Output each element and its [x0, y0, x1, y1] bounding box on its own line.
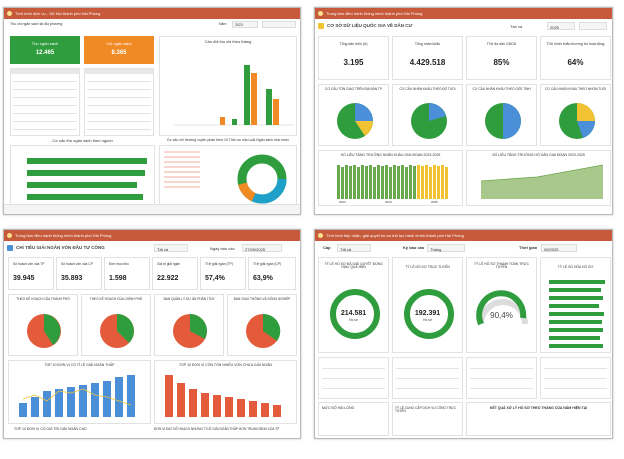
filter-select[interactable]	[262, 21, 296, 28]
period-label: Kỳ báo cáo	[403, 245, 425, 250]
year-label: Năm	[219, 22, 227, 26]
gauge-online-payment: TỶ LỆ HỒ SƠ THANH TOÁN TRỰC TUYẾN 90,4%	[466, 257, 537, 353]
filter-label: Tần xa	[510, 24, 523, 29]
kpi-plan-city: Số hoạch vốn của TP 39.945	[8, 257, 54, 290]
digitization-chart: TỶ LỆ SỐ HÓA HỒ SƠ	[540, 257, 611, 353]
header-title: Trung tâm điều hành thông minh thành phố…	[326, 11, 423, 16]
pie-project-board: BAN QUẢN LÝ DỰ ÁN PHÂN TÍCH	[154, 294, 224, 356]
kpi-revenue: Thu ngân sách 12.465	[10, 36, 80, 64]
kpi-rate-gov: Tỉ lệ giải ngân (CP) 63,9%	[248, 257, 296, 290]
date-label: Ngày báo cáo	[210, 246, 235, 251]
header-bar: Tình hình dịch vụ - Sở Nội thành phố Hải…	[4, 8, 300, 19]
gauge-online: TỶ LỆ HỒ SƠ TRỰC TUYẾN 192.391 Hồ sơ	[392, 257, 463, 353]
footer-bar	[4, 204, 300, 214]
pie-age-group: CƠ CẤU NHÂN KHẨU THEO NHÓM TUỔI	[540, 84, 611, 146]
low-rate-chart: TOP 10 ĐƠN VỊ CÓ TỈ LỆ GIẢI NGÂN THẤP	[8, 360, 151, 424]
time-select[interactable]: 09/2025	[541, 244, 577, 252]
kpi-plan-gov: Số hoạch vốn của CP 35.893	[56, 257, 102, 290]
page-title: CHỈ TIÊU GIẢI NGÂN VỐN ĐẦU TƯ CÔNG	[16, 245, 105, 250]
header-title: Tình hình dịch vụ - Sở Nội thành phố Hải…	[15, 11, 101, 16]
header-bar: Trung tâm điều hành thông minh thành phố…	[4, 230, 300, 241]
detail-list-4	[540, 357, 611, 399]
kpi-expense: Chi ngân sách 8.365	[84, 36, 154, 64]
expense-table	[84, 68, 154, 136]
page-title: CƠ SỞ DỮ LIỆU QUỐC GIA VỀ DÂN CƯ	[327, 23, 413, 28]
header-bar: Tình hình tiếp nhận, giải quyết hồ sơ th…	[315, 230, 612, 241]
chart-icon	[7, 245, 13, 251]
logo-icon	[318, 11, 323, 16]
detail-list-3	[466, 357, 537, 399]
household-growth-chart: SỐ LIỆU TĂNG TRƯỞNG HỘ DÂN GIAI ĐOẠN 202…	[466, 150, 611, 206]
kpi-resident-rate: Tỉ lệ nhân khẩu thường trú hoạt động 64%	[540, 36, 611, 80]
year-select[interactable]: 2023	[232, 21, 258, 28]
month-select[interactable]	[579, 22, 607, 30]
expense-donut	[159, 145, 297, 211]
revenue-table	[10, 68, 80, 136]
pie-gov-plan: THEO KẾ HOẠCH CỦA CHÍNH PHỦ	[81, 294, 151, 356]
pie-gender: CƠ CẤU NHÂN KHẨU THEO GIỚI TÍNH	[466, 84, 537, 146]
detail-list-2	[392, 357, 463, 399]
population-growth-chart: SỐ LIỆU TĂNG TRƯỞNG NHÂN KHẨU GIAI ĐOẠN …	[318, 150, 463, 206]
logo-icon	[7, 11, 12, 16]
pie-religion: CƠ CẤU TỔN GIAO TRÊN ĐỊA BÀN TP	[318, 84, 389, 146]
remaining-capital-chart: TOP 10 ĐƠN VỊ CÒN TỒN NHIỀU VỐN CHƯA GIẢ…	[154, 360, 297, 424]
unit-select[interactable]: Tất cả	[154, 244, 188, 252]
detail-list-1	[318, 357, 389, 399]
section-title: Cơ cấu thu ngân sách theo nguồn	[52, 138, 113, 143]
online-service-panel: TỶ LỆ CUNG CẤP DỊCH VỤ CÔNG TRỰC TUYẾN	[392, 402, 463, 436]
footer-right-title: ĐƠN VỊ ĐẠT KẾ HOẠCH NHƯNG TỈ LỆ GIẢI NGÂ…	[154, 427, 280, 431]
monthly-result-panel: KẾT QUẢ XỬ LÝ HỒ SƠ THEO THÁNG CỦA NĂM H…	[466, 402, 611, 436]
kpi-id-rate: Tỉ lệ đa dân GDDD 85%	[466, 36, 537, 80]
kpi-population: Tổng nhân khẩu 4.429.518	[392, 36, 463, 80]
dashboard-investment: Trung tâm điều hành thông minh thành phố…	[3, 229, 301, 439]
dashboard-population: Trung tâm điều hành thông minh thành phố…	[314, 7, 613, 215]
monthly-balance-chart: Cân đối thu chi theo tháng	[159, 36, 297, 136]
kpi-rate-city: Tỉ lệ giải ngân (TP) 57,4%	[200, 257, 246, 290]
kpi-target-units: Đơn mục tiêu 1.598	[104, 257, 150, 290]
footer-left-title: TOP 10 ĐƠN VỊ CÓ GIÁ TRỊ GIẢI NGÂN CAO	[14, 427, 87, 431]
kpi-households: Tổng dân hiện (A) 3.195	[318, 36, 389, 80]
logo-icon	[7, 233, 12, 238]
level-label: Cấp	[323, 245, 331, 250]
satisfaction-panel: MỨC ĐỘ HÀI LÒNG	[318, 402, 389, 436]
gauge-on-time: TỶ LỆ HỒ SƠ ĐÃ GIẢI QUYẾT ĐÚNG HẠN, QUÁ …	[318, 257, 389, 353]
revenue-source-bars	[10, 145, 155, 211]
pie-transport-board: BAN GIAO THÔNG VÀ NÔNG NGHIỆP	[227, 294, 297, 356]
date-picker[interactable]: 27/09/2025	[242, 244, 282, 252]
dashboard-admin-procedures: Tình hình tiếp nhận, giải quyết hồ sơ th…	[314, 229, 613, 439]
pie-city-plan: THEO KẾ HOẠCH CỦA THÀNH PHỐ	[8, 294, 78, 356]
level-select[interactable]: Tất cả	[337, 244, 371, 252]
dashboard-budget: Tình hình dịch vụ - Sở Nội thành phố Hải…	[3, 7, 301, 215]
header-title: Tình hình tiếp nhận, giải quyết hồ sơ th…	[326, 233, 464, 238]
header-bar: Trung tâm điều hành thông minh thành phố…	[315, 8, 612, 19]
pie-age: CƠ CẤU NHÂN KHẨU THEO ĐỘ TUỔI	[392, 84, 463, 146]
year-select[interactable]: 2025	[547, 22, 575, 30]
right-section-title: Cơ cấu chi thường xuyên phân theo 10 Tỉn…	[166, 138, 290, 142]
database-icon	[318, 23, 324, 29]
logo-icon	[318, 233, 323, 238]
time-label: Thời gian	[519, 245, 538, 250]
period-select[interactable]: Tháng	[427, 244, 465, 252]
header-title: Trung tâm điều hành thông minh thành phố…	[15, 233, 112, 238]
page-title: Thu chi ngân sách tại địa phương	[10, 22, 63, 26]
kpi-disbursed: Giá trị giải ngân 22.922	[152, 257, 198, 290]
